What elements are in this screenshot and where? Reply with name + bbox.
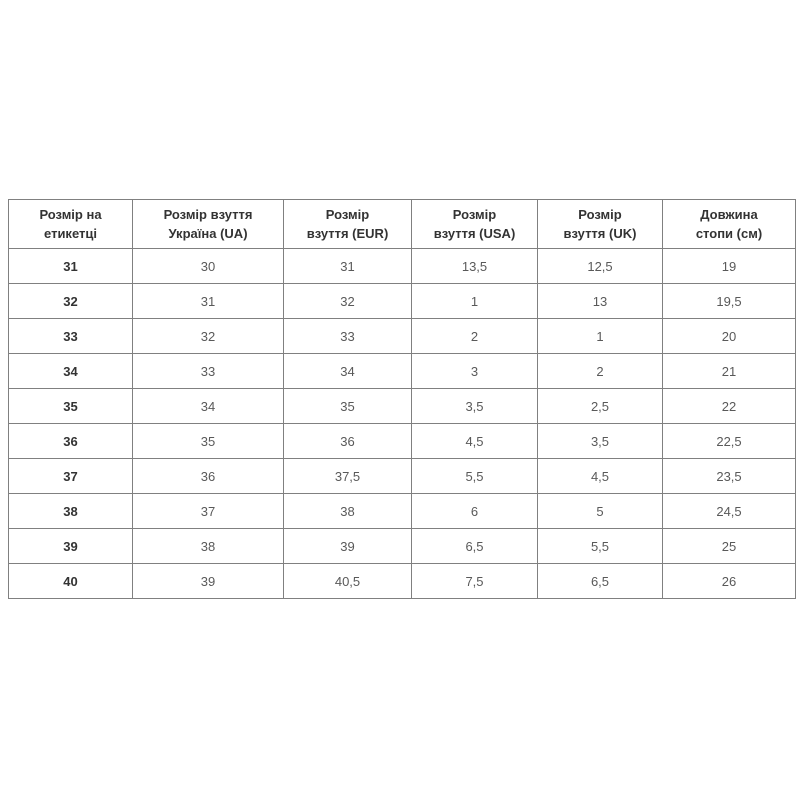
column-header-ua-size: Розмір взуття Україна (UA) (132, 199, 284, 249)
table-cell: 6,5 (411, 528, 538, 564)
table-cell: 2,5 (537, 388, 663, 424)
table-cell: 3,5 (411, 388, 538, 424)
table-cell: 2 (537, 353, 663, 389)
table-cell: 3 (411, 353, 538, 389)
row-label-cell: 34 (8, 353, 133, 389)
row-label-cell: 33 (8, 318, 133, 354)
table-header-row: Розмір на етикетці Розмір взуття Україна… (8, 199, 796, 249)
table-body: 31 30 31 13,5 12,5 19 32 31 32 1 13 19,5 33 32 33 2 1 20 3… (8, 248, 796, 599)
column-header-usa-size: Розмір взуття (USA) (411, 199, 538, 249)
table-cell: 35 (283, 388, 412, 424)
table-cell: 37 (132, 493, 284, 529)
table-cell: 5,5 (411, 458, 538, 494)
table-cell: 13,5 (411, 248, 538, 284)
table-cell: 33 (283, 318, 412, 354)
table-cell: 31 (283, 248, 412, 284)
table-cell: 22 (662, 388, 796, 424)
table-cell: 2 (411, 318, 538, 354)
table-cell: 32 (132, 318, 284, 354)
table-cell: 34 (132, 388, 284, 424)
table-row: 32 31 32 1 13 19,5 (8, 283, 796, 319)
table-cell: 13 (537, 283, 663, 319)
row-label-cell: 39 (8, 528, 133, 564)
row-label-cell: 32 (8, 283, 133, 319)
table-cell: 24,5 (662, 493, 796, 529)
header-line: Розмір (578, 206, 622, 222)
table-cell: 38 (283, 493, 412, 529)
table-cell: 33 (132, 353, 284, 389)
column-header-uk-size: Розмір взуття (UK) (537, 199, 663, 249)
table-row: 39 38 39 6,5 5,5 25 (8, 528, 796, 564)
column-header-label-size: Розмір на етикетці (8, 199, 133, 249)
header-line: етикетці (44, 226, 97, 241)
header-line: Розмір (452, 206, 497, 222)
table-cell: 34 (283, 353, 412, 389)
table-cell: 38 (132, 528, 284, 564)
column-header-foot-length: Довжина стопи (см) (662, 199, 796, 249)
size-conversion-table: Розмір на етикетці Розмір взуття Україна… (8, 199, 796, 599)
table-row: 31 30 31 13,5 12,5 19 (8, 248, 796, 284)
table-row: 36 35 36 4,5 3,5 22,5 (8, 423, 796, 459)
header-line: Розмір взуття (163, 206, 253, 222)
header-line: взуття (UK) (563, 226, 637, 241)
header-line: Довжина (700, 206, 758, 222)
table-cell: 37,5 (283, 458, 412, 494)
table-cell: 39 (283, 528, 412, 564)
column-header-eur-size: Розмір взуття (EUR) (283, 199, 412, 249)
table-cell: 6 (411, 493, 538, 529)
row-label-cell: 37 (8, 458, 133, 494)
table-cell: 35 (132, 423, 284, 459)
table-cell: 4,5 (411, 423, 538, 459)
table-row: 34 33 34 3 2 21 (8, 353, 796, 389)
table-cell: 40,5 (283, 563, 412, 599)
table-cell: 5 (537, 493, 663, 529)
header-line: стопи (см) (695, 226, 763, 241)
table-cell: 3,5 (537, 423, 663, 459)
table-cell: 36 (283, 423, 412, 459)
table-cell: 32 (283, 283, 412, 319)
table-cell: 19,5 (662, 283, 796, 319)
table-cell: 4,5 (537, 458, 663, 494)
table-cell: 20 (662, 318, 796, 354)
table-cell: 7,5 (411, 563, 538, 599)
header-line: Розмір (325, 206, 370, 222)
row-label-cell: 31 (8, 248, 133, 284)
row-label-cell: 35 (8, 388, 133, 424)
table-row: 35 34 35 3,5 2,5 22 (8, 388, 796, 424)
table-cell: 31 (132, 283, 284, 319)
table-cell: 22,5 (662, 423, 796, 459)
table-cell: 26 (662, 563, 796, 599)
table-cell: 23,5 (662, 458, 796, 494)
header-line: Україна (UA) (168, 226, 248, 241)
table-row: 40 39 40,5 7,5 6,5 26 (8, 563, 796, 599)
row-label-cell: 40 (8, 563, 133, 599)
row-label-cell: 38 (8, 493, 133, 529)
table-cell: 25 (662, 528, 796, 564)
table-cell: 1 (537, 318, 663, 354)
table-row: 38 37 38 6 5 24,5 (8, 493, 796, 529)
table-cell: 21 (662, 353, 796, 389)
table-cell: 5,5 (537, 528, 663, 564)
header-line: взуття (EUR) (306, 226, 389, 241)
table-row: 33 32 33 2 1 20 (8, 318, 796, 354)
header-line: взуття (USA) (433, 226, 516, 241)
header-line: Розмір на (39, 206, 102, 222)
table-cell: 1 (411, 283, 538, 319)
table-row: 37 36 37,5 5,5 4,5 23,5 (8, 458, 796, 494)
table-cell: 6,5 (537, 563, 663, 599)
table-cell: 30 (132, 248, 284, 284)
table-cell: 12,5 (537, 248, 663, 284)
table-cell: 36 (132, 458, 284, 494)
row-label-cell: 36 (8, 423, 133, 459)
table-cell: 39 (132, 563, 284, 599)
table-cell: 19 (662, 248, 796, 284)
